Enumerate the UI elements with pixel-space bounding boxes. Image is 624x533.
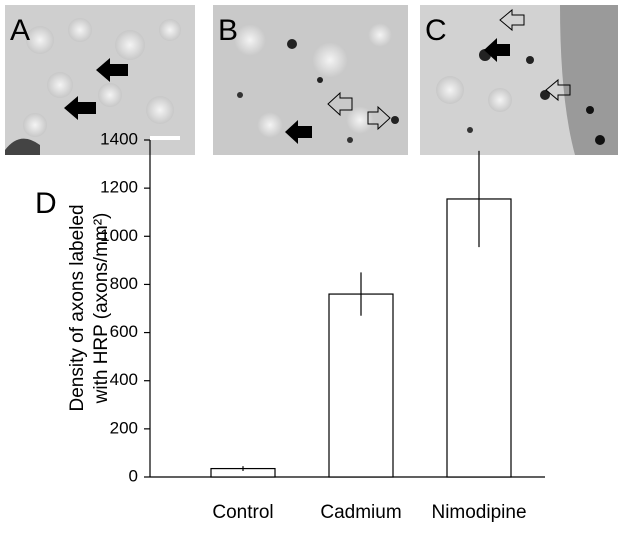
y-tick-label: 0 — [129, 466, 138, 485]
x-tick-label: Cadmium — [320, 502, 401, 523]
micrograph-b — [213, 5, 408, 155]
x-tick-label: Nimodipine — [431, 502, 526, 523]
y-tick-label: 1200 — [100, 178, 138, 197]
y-axis-label: Density of axons labeled — [67, 204, 88, 411]
panel-label: D — [35, 187, 57, 220]
panel-label: B — [218, 14, 238, 47]
y-tick-label: 800 — [110, 274, 138, 293]
x-tick-label: Control — [212, 502, 273, 523]
y-tick-label: 200 — [110, 418, 138, 437]
y-tick-label: 600 — [110, 322, 138, 341]
y-tick-label: 1400 — [100, 129, 138, 148]
micrograph-c — [420, 5, 618, 155]
y-tick-label: 400 — [110, 370, 138, 389]
bar — [328, 293, 394, 478]
micrograph-a — [5, 5, 195, 155]
panel-label: C — [425, 14, 447, 47]
y-tick-label: 1000 — [100, 226, 138, 245]
panel-label: A — [10, 14, 30, 47]
y-axis-label: with HRP (axons/mm²) — [91, 213, 112, 405]
